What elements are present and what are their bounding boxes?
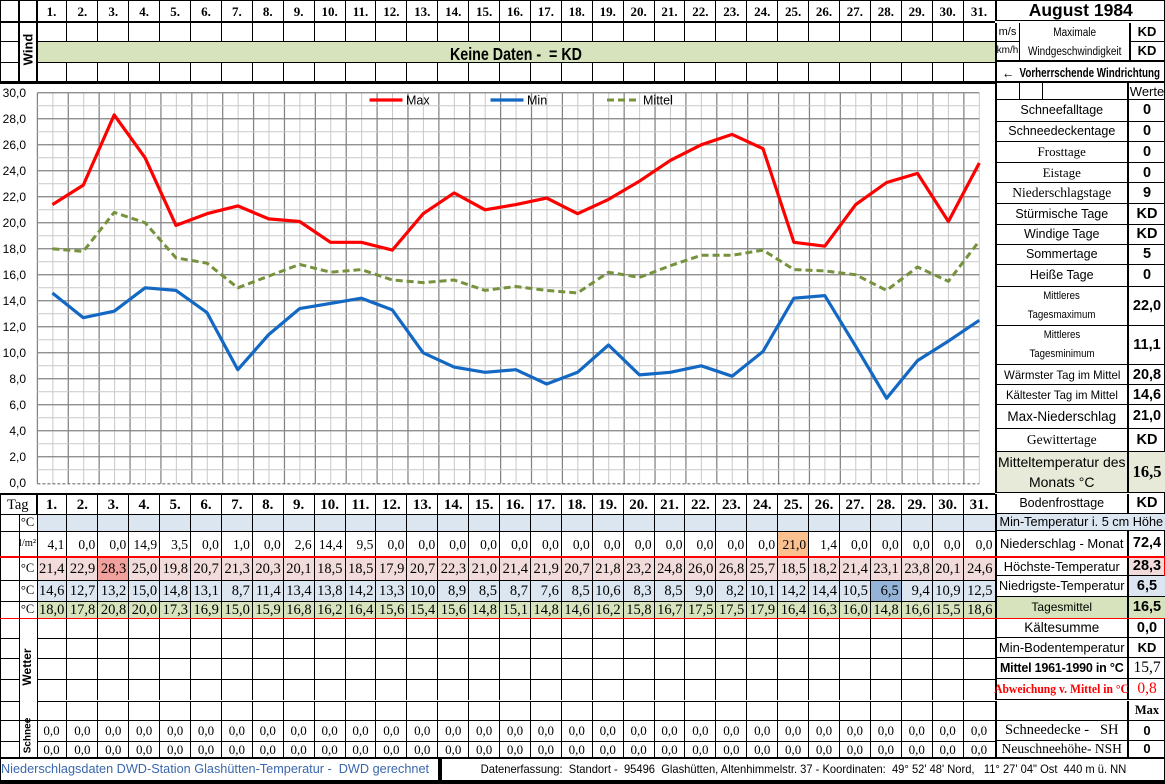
svg-text:18,0: 18,0 <box>3 242 27 256</box>
svg-text:28,0: 28,0 <box>3 112 27 126</box>
svg-text:2,0: 2,0 <box>9 450 26 464</box>
svg-text:Min: Min <box>527 94 547 108</box>
svg-text:16,0: 16,0 <box>3 268 27 282</box>
svg-text:20,0: 20,0 <box>3 216 27 230</box>
svg-text:14,0: 14,0 <box>3 294 27 308</box>
svg-text:Mittel: Mittel <box>643 94 673 108</box>
svg-text:30,0: 30,0 <box>3 86 27 100</box>
svg-text:12,0: 12,0 <box>3 320 27 334</box>
svg-text:Max: Max <box>406 94 430 108</box>
svg-text:8,0: 8,0 <box>9 372 26 386</box>
svg-text:6,0: 6,0 <box>9 398 26 412</box>
svg-text:4,0: 4,0 <box>9 424 26 438</box>
svg-text:24,0: 24,0 <box>3 164 27 178</box>
svg-text:0,0: 0,0 <box>9 476 26 490</box>
svg-text:22,0: 22,0 <box>3 190 27 204</box>
svg-text:10,0: 10,0 <box>3 346 27 360</box>
svg-text:26,0: 26,0 <box>3 138 27 152</box>
